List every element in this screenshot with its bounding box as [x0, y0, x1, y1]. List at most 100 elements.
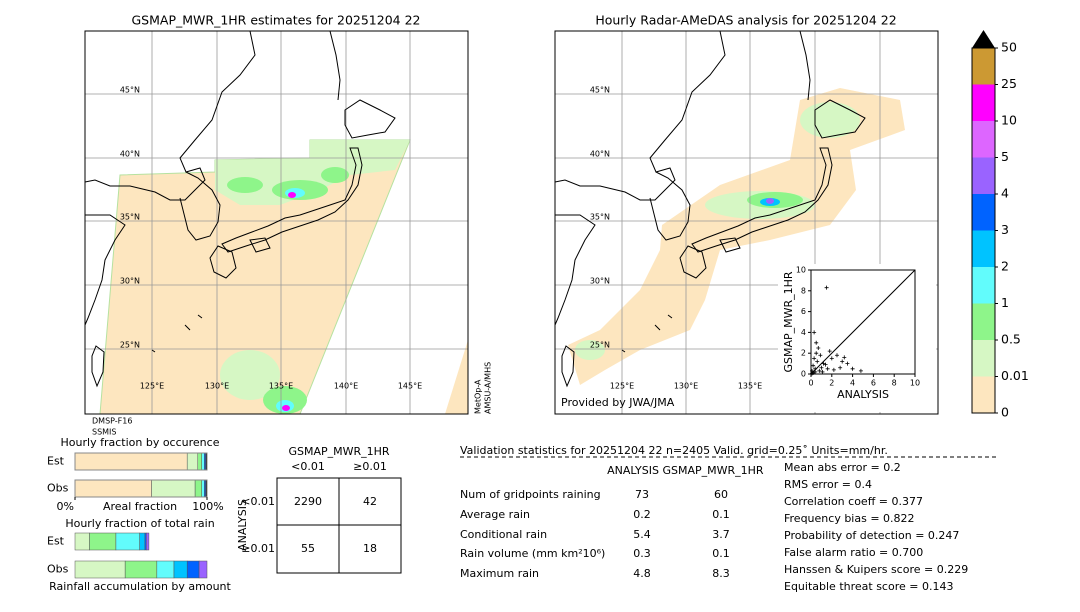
map-frame: [84, 30, 469, 415]
inset-background: [778, 264, 936, 412]
chart-title: Hourly fraction of total rain: [65, 517, 214, 530]
bar-segment: [139, 532, 146, 551]
lat-label: 45°N: [120, 86, 140, 95]
precip-area: [227, 177, 263, 193]
table-cell: 42: [363, 495, 377, 508]
map-title: Hourly Radar-AMeDAS analysis for 2025120…: [595, 13, 896, 28]
chart-title: Hourly fraction by occurence: [61, 436, 220, 449]
bar-frame: [74, 452, 208, 471]
point: [827, 349, 832, 354]
point: [816, 346, 821, 350]
precip-area: [321, 167, 349, 183]
table-cell: 55: [301, 542, 315, 555]
bar-segment: [197, 452, 202, 471]
score: Correlation coeff = 0.377: [784, 495, 923, 508]
precip-area: [445, 340, 468, 414]
x-tick-label: 100%: [192, 500, 223, 513]
colorbar-label: 10: [1001, 113, 1017, 128]
column-label: <0.01: [291, 460, 325, 473]
bar-segment: [74, 560, 126, 579]
colorbar-label: 25: [1001, 76, 1017, 91]
point: [820, 369, 825, 374]
point: [815, 359, 820, 364]
y-axis-label: GSMAP_MWR_1HR: [782, 271, 795, 372]
stats-value: 0.1: [712, 547, 730, 560]
stats-label: Conditional rain: [460, 528, 547, 541]
colorbar-band: [972, 340, 995, 377]
sensor-label: AMSU-A/MHS: [484, 362, 493, 414]
bar-segment: [146, 532, 150, 551]
colorbar-label: 5: [1001, 149, 1009, 164]
bar-segment: [186, 452, 199, 471]
colorbar-label: 50: [1001, 40, 1017, 55]
table-cell: 18: [363, 542, 377, 555]
row-label: <0.01: [241, 495, 275, 508]
colorbar-extend: [972, 30, 995, 48]
point: [814, 340, 819, 345]
point: [835, 353, 839, 358]
bar-segment: [115, 532, 140, 551]
point: [850, 366, 855, 371]
colorbar-band: [972, 230, 995, 267]
score: Mean abs error = 0.2: [784, 461, 901, 474]
stats-value: 60: [714, 488, 728, 501]
lon-label: 145°E: [398, 382, 422, 391]
point: [810, 371, 815, 376]
lon-label: 125°E: [140, 382, 164, 391]
point: [838, 365, 843, 370]
colorbar-label: 0.5: [1001, 332, 1021, 347]
precip-area: [220, 350, 280, 400]
x-tick-label: 4: [850, 379, 855, 388]
point: [819, 365, 824, 370]
colorbar-label: 1: [1001, 295, 1009, 310]
column-label: ≥0.01: [353, 460, 387, 473]
stats-label: Num of gridpoints raining: [460, 488, 601, 501]
category-label: Est: [47, 535, 65, 548]
point: [825, 366, 830, 371]
lon-label: 130°E: [674, 382, 698, 391]
stats-value: 0.1: [712, 508, 730, 521]
bar-segment: [201, 479, 205, 498]
y-tick-label: 4: [801, 328, 806, 337]
score: Frequency bias = 0.822: [784, 512, 915, 525]
x-tick-label: 8: [892, 379, 897, 388]
colorbar-label: 0: [1001, 405, 1009, 420]
precip-area: [215, 140, 410, 205]
bar-segment: [74, 479, 152, 498]
lon-label: 135°E: [269, 382, 293, 391]
stats-label: Rain volume (mm km²10⁶): [460, 547, 605, 560]
colorbar-label: 4: [1001, 186, 1009, 201]
bar-segment: [186, 560, 200, 579]
stats-value: 0.3: [633, 547, 651, 560]
stats-value: 5.4: [633, 528, 651, 541]
stats-column: GSMAP_MWR_1HR: [662, 464, 763, 477]
y-tick-label: 10: [796, 266, 806, 275]
category-label: Obs: [47, 482, 69, 495]
colorbar-label: 3: [1001, 222, 1009, 237]
colorbar-band: [972, 267, 995, 304]
point: [817, 368, 822, 373]
lon-label: 130°E: [205, 382, 229, 391]
bar-segment: [201, 452, 205, 471]
map-title: GSMAP_MWR_1HR estimates for 20251204 22: [132, 13, 421, 28]
lat-label: 40°N: [590, 150, 610, 159]
point: [812, 356, 817, 361]
point: [842, 355, 847, 360]
row-label: ≥0.01: [241, 542, 275, 555]
x-tick-label: 6: [871, 379, 876, 388]
precip-area: [288, 192, 296, 198]
row-title: ANALYSIS: [236, 499, 249, 551]
point: [829, 356, 834, 361]
y-tick-label: 0: [801, 370, 806, 379]
colorbar-label: 2: [1001, 259, 1009, 274]
bar-segment: [124, 560, 158, 579]
precip-area: [766, 198, 774, 204]
colorbar-band: [972, 48, 995, 85]
bar-segment: [198, 560, 208, 579]
stats-column: ANALYSIS: [607, 464, 659, 477]
lat-label: 45°N: [590, 86, 610, 95]
precip-area: [575, 340, 605, 360]
sensor-label: MetOp-A: [474, 379, 483, 414]
